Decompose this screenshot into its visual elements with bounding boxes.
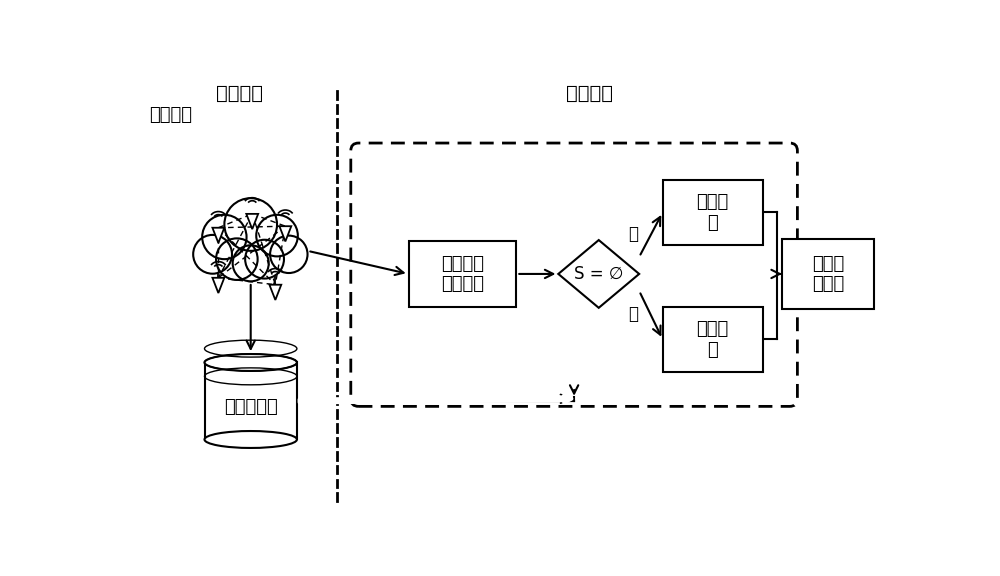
Text: 估计位
置估计: 估计位 置估计 bbox=[812, 255, 844, 293]
Text: 离线阶段: 离线阶段 bbox=[216, 84, 263, 103]
Bar bbox=[782, 239, 874, 309]
Bar bbox=[663, 306, 763, 372]
Text: 监测区域: 监测区域 bbox=[149, 107, 192, 124]
Polygon shape bbox=[212, 228, 224, 243]
Text: 几何定
位: 几何定 位 bbox=[697, 320, 729, 359]
Text: 阴影衰落
链路检测: 阴影衰落 链路检测 bbox=[441, 255, 484, 293]
Text: 是: 是 bbox=[628, 225, 638, 243]
Polygon shape bbox=[558, 240, 639, 308]
Text: 在线阶段: 在线阶段 bbox=[566, 84, 613, 103]
Circle shape bbox=[193, 235, 232, 274]
Circle shape bbox=[233, 245, 269, 281]
Text: S = ∅: S = ∅ bbox=[574, 265, 623, 283]
Circle shape bbox=[224, 198, 277, 251]
Polygon shape bbox=[246, 214, 258, 229]
Ellipse shape bbox=[205, 354, 297, 371]
Bar bbox=[663, 180, 763, 245]
Circle shape bbox=[270, 236, 308, 273]
Circle shape bbox=[216, 238, 258, 280]
Text: 指纹匹
配: 指纹匹 配 bbox=[697, 193, 729, 232]
Circle shape bbox=[256, 215, 298, 256]
Bar bbox=[205, 362, 297, 439]
Polygon shape bbox=[269, 285, 281, 300]
Text: 否: 否 bbox=[628, 305, 638, 323]
Polygon shape bbox=[279, 226, 291, 241]
Circle shape bbox=[202, 215, 247, 259]
Ellipse shape bbox=[205, 431, 297, 448]
Text: 指纹数据库: 指纹数据库 bbox=[224, 398, 278, 416]
Bar bbox=[409, 241, 516, 306]
Polygon shape bbox=[212, 278, 224, 293]
Circle shape bbox=[245, 240, 284, 279]
